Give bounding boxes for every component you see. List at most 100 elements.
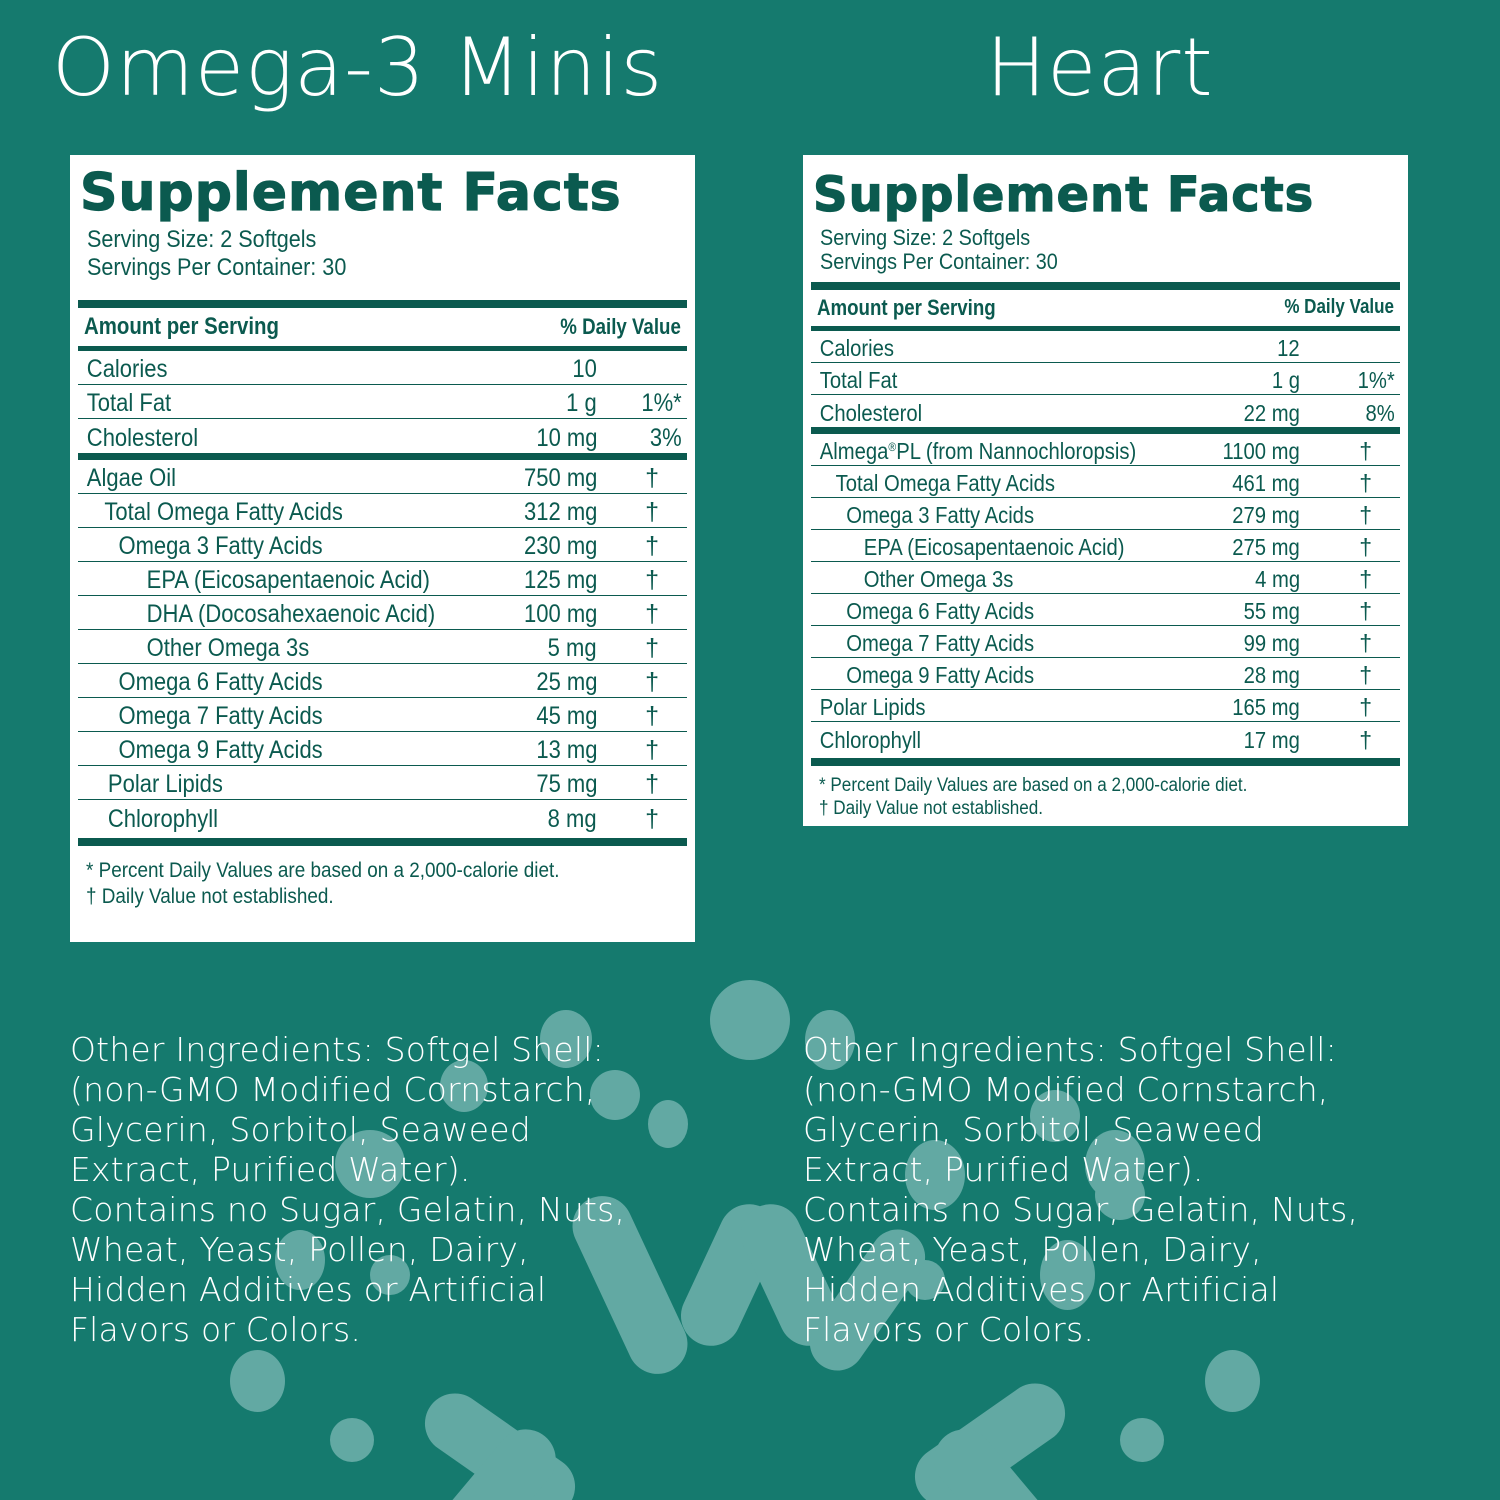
row-amount: 125 mg: [523, 566, 597, 595]
row-dv: 1%*: [1357, 366, 1395, 393]
amount-header-row: Amount per Serving % Daily Value: [78, 308, 687, 346]
decor-bar: [922, 1417, 1058, 1500]
row-dv: †: [645, 702, 659, 731]
row-amount: 10: [572, 355, 597, 384]
servings-per-container: Servings Per Container: 30: [87, 254, 347, 282]
ingredients-line: Other Ingredients: Softgel Shell:: [70, 1030, 604, 1069]
row-amount: 22 mg: [1243, 399, 1300, 426]
row-name: Almega®PL (from Nannochloropsis): [811, 437, 1136, 464]
row-dv: †: [1359, 501, 1372, 528]
almega-name: Almega: [819, 437, 889, 464]
decor-dot: [1205, 1350, 1260, 1412]
row-amount: 8 mg: [548, 805, 597, 834]
supplement-facts-panel-heart: Supplement Facts Serving Size: 2 Softgel…: [803, 155, 1408, 826]
facts-row-omega3: Omega 3 Fatty Acids 230 mg †: [78, 528, 687, 563]
facts-row-total-omega: Total Omega Fatty Acids 312 mg †: [78, 494, 687, 529]
footnote-daily-values: * Percent Daily Values are based on a 2,…: [86, 859, 560, 883]
row-amount: 165 mg: [1232, 693, 1300, 720]
facts-row-chlorophyll: Chlorophyll 17 mg †: [811, 722, 1400, 754]
row-name: DHA (Docosahexaenoic Acid): [146, 600, 436, 629]
footnote-dagger: † Daily Value not established.: [86, 885, 334, 909]
row-dv: †: [645, 736, 659, 765]
divider-medium: [78, 346, 687, 352]
row-dv: 8%: [1365, 399, 1395, 426]
row-dv: 3%: [649, 424, 682, 453]
facts-row-calories: Calories 10: [78, 351, 687, 386]
divider-thick: [78, 300, 687, 309]
other-ingredients-heart: Other Ingredients: Softgel Shell: (non-G…: [803, 1030, 1423, 1350]
decor-dot: [710, 980, 790, 1060]
ingredients-line: Flavors or Colors.: [803, 1310, 1095, 1349]
row-name: Total Fat: [86, 389, 172, 418]
ingredients-line: Glycerin, Sorbitol, Seaweed: [70, 1110, 531, 1149]
facts-row-omega9: Omega 9 Fatty Acids 28 mg †: [811, 658, 1400, 690]
row-name: Algae Oil: [86, 464, 177, 493]
row-name: Calories: [819, 334, 895, 361]
row-name: Omega 9 Fatty Acids: [846, 661, 1035, 688]
row-name: Polar Lipids: [107, 770, 223, 799]
row-amount: 5 mg: [548, 634, 597, 663]
divider-medium: [78, 453, 687, 461]
row-dv: †: [1359, 629, 1372, 656]
decor-bar: [432, 1417, 568, 1500]
row-dv: †: [1359, 693, 1372, 720]
facts-row-epa: EPA (Eicosapentaenoic Acid) 125 mg †: [78, 562, 687, 597]
ingredients-line: Contains no Sugar, Gelatin, Nuts,: [803, 1190, 1359, 1229]
facts-row-omega7: Omega 7 Fatty Acids 45 mg †: [78, 698, 687, 733]
daily-value-label: % Daily Value: [1284, 296, 1394, 319]
decor-dot: [330, 1418, 374, 1462]
row-amount: 279 mg: [1232, 501, 1300, 528]
supplement-facts-panel-omega3-minis: Supplement Facts Serving Size: 2 Softgel…: [70, 155, 695, 942]
footnote-dagger: † Daily Value not established.: [819, 797, 1044, 819]
row-amount: 1 g: [566, 389, 597, 418]
row-name: Omega 6 Fatty Acids: [118, 668, 323, 697]
row-amount: 55 mg: [1243, 597, 1300, 624]
serving-size: Serving Size: 2 Softgels: [87, 226, 317, 254]
ingredients-line: Hidden Additives or Artificial: [803, 1270, 1280, 1309]
row-amount: 1 g: [1271, 366, 1300, 393]
product-title-heart: Heart: [986, 21, 1214, 114]
row-name: Cholesterol: [819, 399, 923, 426]
ingredients-line: Flavors or Colors.: [70, 1310, 362, 1349]
row-dv: †: [1359, 661, 1372, 688]
facts-row-chlorophyll: Chlorophyll 8 mg †: [78, 800, 687, 834]
facts-row-cholesterol: Cholesterol 22 mg 8%: [811, 395, 1400, 427]
product-title-omega3-minis: Omega-3 Minis: [52, 21, 664, 114]
row-amount: 230 mg: [523, 532, 597, 561]
serving-size: Serving Size: 2 Softgels: [820, 224, 1031, 250]
facts-row-dha: DHA (Docosahexaenoic Acid) 100 mg †: [78, 596, 687, 631]
ingredients-line: (non-GMO Modified Cornstarch,: [803, 1070, 1329, 1109]
ingredients-line: Contains no Sugar, Gelatin, Nuts,: [70, 1190, 626, 1229]
decor-dot: [230, 1350, 285, 1412]
row-dv: †: [645, 634, 659, 663]
row-amount: 750 mg: [523, 464, 597, 493]
ingredients-line: Other Ingredients: Softgel Shell:: [803, 1030, 1337, 1069]
amount-per-serving-label: Amount per Serving: [817, 294, 996, 320]
ingredients-line: Wheat, Yeast, Pollen, Dairy,: [70, 1230, 529, 1269]
row-name: Chlorophyll: [819, 726, 922, 753]
row-name: Chlorophyll: [107, 805, 218, 834]
row-amount: 461 mg: [1232, 469, 1300, 496]
daily-value-label: % Daily Value: [560, 314, 681, 340]
row-dv: †: [645, 532, 659, 561]
row-dv: †: [1359, 437, 1372, 464]
divider-thick: [811, 281, 1400, 290]
row-amount: 25 mg: [535, 668, 597, 697]
row-dv: †: [645, 600, 659, 629]
row-amount: 99 mg: [1243, 629, 1300, 656]
facts-row-total-omega: Total Omega Fatty Acids 461 mg †: [811, 466, 1400, 498]
row-dv: †: [1359, 469, 1372, 496]
row-amount: 4 mg: [1254, 565, 1300, 592]
row-name: Total Omega Fatty Acids: [835, 469, 1056, 496]
footnotes: * Percent Daily Values are based on a 2,…: [811, 774, 1400, 820]
other-ingredients-omega3-minis: Other Ingredients: Softgel Shell: (non-G…: [70, 1030, 690, 1350]
row-name: Omega 6 Fatty Acids: [846, 597, 1035, 624]
ingredients-line: Wheat, Yeast, Pollen, Dairy,: [803, 1230, 1262, 1269]
facts-row-omega7: Omega 7 Fatty Acids 99 mg †: [811, 626, 1400, 658]
row-dv: †: [1359, 533, 1372, 560]
facts-row-omega6: Omega 6 Fatty Acids 25 mg †: [78, 664, 687, 699]
row-dv: †: [645, 805, 659, 834]
footnotes: * Percent Daily Values are based on a 2,…: [78, 858, 687, 910]
facts-row-other-omega3s: Other Omega 3s 4 mg †: [811, 562, 1400, 594]
decor-bar: [413, 1381, 587, 1500]
